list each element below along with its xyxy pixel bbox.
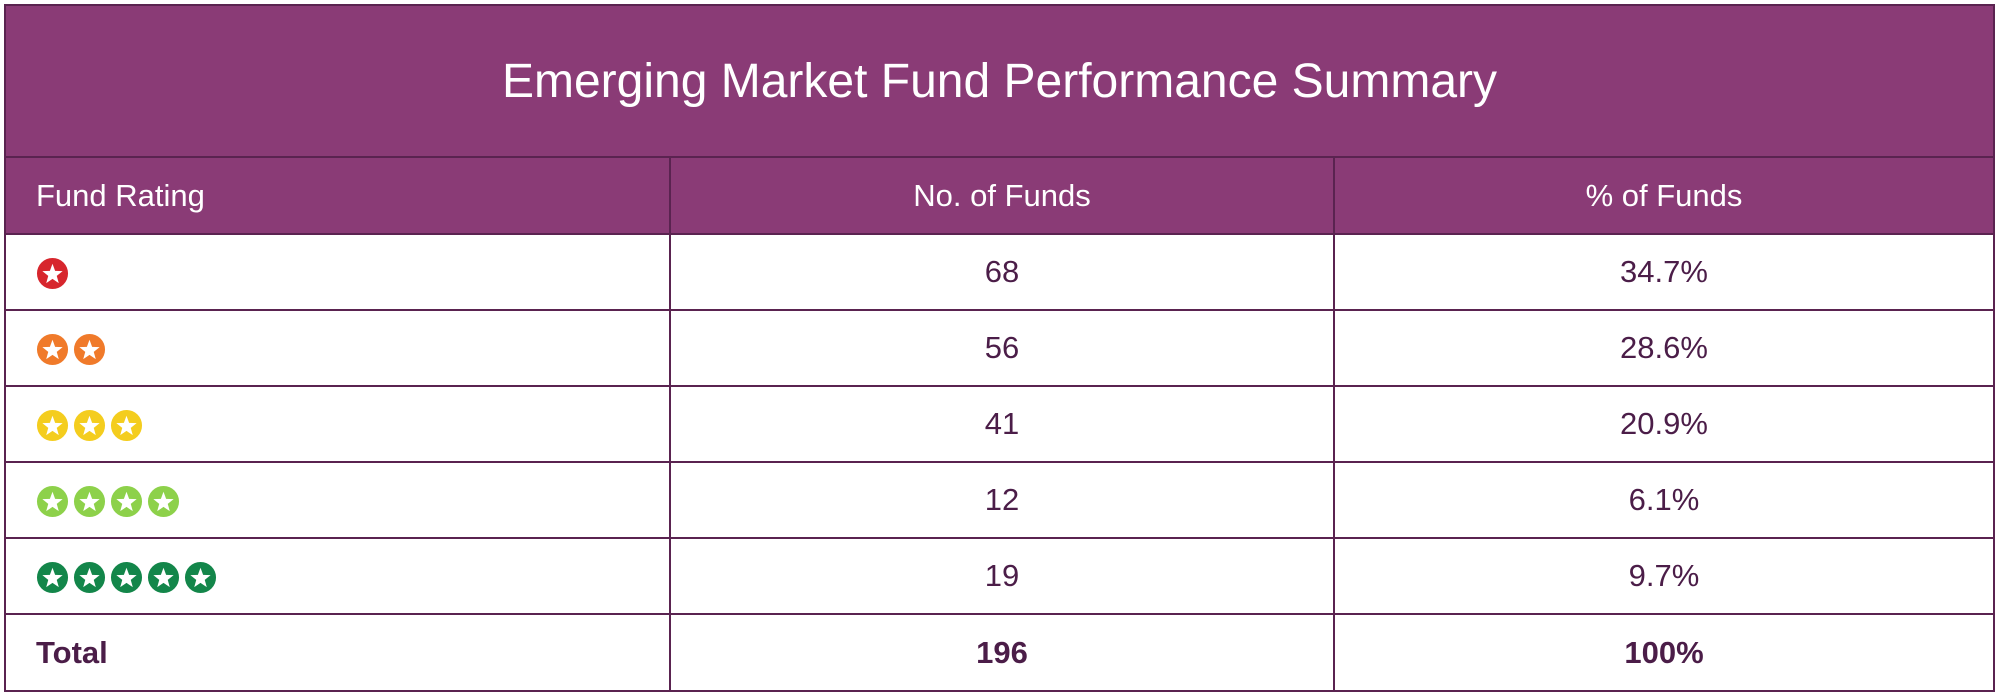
column-header-percent-of-funds: % of Funds (1333, 158, 1993, 234)
table-row: 12 6.1% (6, 461, 1993, 538)
star-icon (184, 562, 217, 594)
column-header-no-of-funds: No. of Funds (669, 158, 1334, 234)
total-row: Total 196 100% (6, 613, 1993, 690)
star-icon (36, 410, 69, 442)
total-percent: 100% (1333, 613, 1993, 690)
percent-cell: 6.1% (1333, 461, 1993, 538)
star-rating (36, 333, 106, 366)
summary-table-card: Emerging Market Fund Performance Summary… (4, 4, 1995, 692)
rating-cell (6, 233, 670, 310)
rating-cell (6, 385, 670, 462)
star-icon (73, 410, 106, 442)
table-row: 41 20.9% (6, 385, 1993, 462)
table-title: Emerging Market Fund Performance Summary (6, 6, 1993, 158)
count-cell: 19 (669, 537, 1334, 614)
total-count: 196 (669, 613, 1334, 690)
table-row: 68 34.7% (6, 233, 1993, 310)
star-icon (36, 258, 69, 290)
header-row: Fund Rating No. of Funds % of Funds (6, 158, 1993, 234)
count-cell: 41 (669, 385, 1334, 462)
star-icon (36, 486, 69, 518)
total-label: Total (6, 613, 670, 690)
star-icon (36, 334, 69, 366)
column-header-fund-rating: Fund Rating (6, 158, 670, 234)
percent-cell: 9.7% (1333, 537, 1993, 614)
star-icon (147, 486, 180, 518)
table-row: 19 9.7% (6, 537, 1993, 614)
percent-cell: 28.6% (1333, 309, 1993, 386)
star-icon (73, 562, 106, 594)
star-rating (36, 485, 180, 518)
star-rating (36, 561, 217, 594)
star-icon (110, 486, 143, 518)
rating-cell (6, 309, 670, 386)
percent-cell: 34.7% (1333, 233, 1993, 310)
rating-cell (6, 461, 670, 538)
count-cell: 56 (669, 309, 1334, 386)
star-icon (110, 410, 143, 442)
star-icon (147, 562, 180, 594)
star-icon (36, 562, 69, 594)
star-rating (36, 257, 69, 290)
star-icon (110, 562, 143, 594)
count-cell: 68 (669, 233, 1334, 310)
count-cell: 12 (669, 461, 1334, 538)
rating-cell (6, 537, 670, 614)
fund-performance-table: Fund Rating No. of Funds % of Funds 68 3… (6, 158, 1993, 690)
table-row: 56 28.6% (6, 309, 1993, 386)
star-rating (36, 409, 143, 442)
star-icon (73, 486, 106, 518)
percent-cell: 20.9% (1333, 385, 1993, 462)
star-icon (73, 334, 106, 366)
